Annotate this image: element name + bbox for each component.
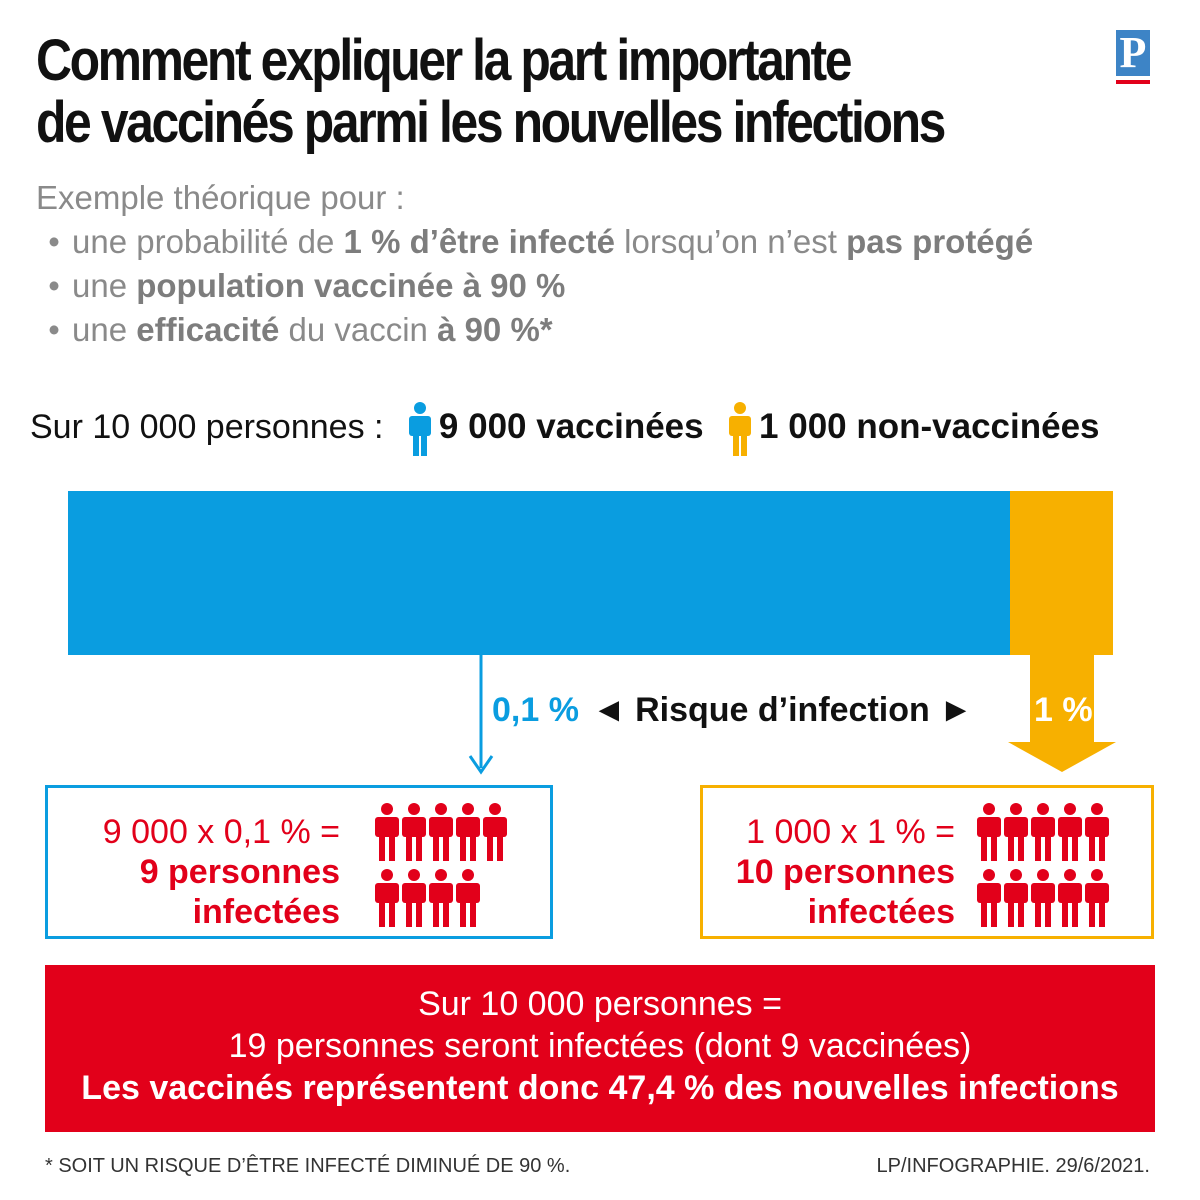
bullet-icon: •	[48, 223, 60, 260]
risk-label: ◄ Risque d’infection ►	[592, 691, 973, 729]
infected-person-icon	[375, 869, 399, 927]
unvaccinated-result-1: 10 personnes	[735, 853, 955, 891]
person-icon-yellow	[729, 402, 752, 456]
assumption-3: • une efficacité du vaccin à 90 %*	[36, 308, 1176, 352]
infected-person-icon	[1058, 869, 1082, 927]
summary-box: Sur 10 000 personnes = 19 personnes sero…	[45, 965, 1155, 1132]
yellow-arrow	[1008, 655, 1116, 772]
infected-person-icon	[375, 803, 399, 861]
infected-person-icon	[429, 803, 453, 861]
unvaccinated-risk: 1 %	[1034, 691, 1093, 729]
infected-person-icon	[456, 803, 480, 861]
logo-underline	[1116, 80, 1150, 84]
page-title: Comment expliquer la part importante de …	[36, 28, 946, 155]
summary-line-2: 19 personnes seront infectées (dont 9 va…	[228, 1027, 972, 1065]
assumption-3-text-b: efficacité	[136, 311, 280, 348]
infected-person-icon	[483, 803, 507, 861]
title-line-2: de vaccinés parmi les nouvelles infectio…	[36, 90, 946, 155]
bullet-icon: •	[48, 267, 60, 304]
assumption-2-text-a: une	[72, 267, 137, 304]
vaccinated-infections-box: 9 000 x 0,1 % = 9 personnes infectées	[45, 785, 553, 939]
summary-line-3: Les vaccinés représentent donc 47,4 % de…	[81, 1069, 1119, 1107]
infected-person-icon	[402, 803, 426, 861]
infected-people-grid	[375, 803, 507, 927]
credit: LP/INFOGRAPHIE. 29/6/2021.	[876, 1155, 1150, 1177]
assumption-1-text-c: lorsqu’on n’est	[614, 223, 847, 260]
le-parisien-logo: P	[1116, 30, 1150, 76]
infected-person-icon	[1058, 803, 1082, 861]
vaccinated-share-bar	[68, 491, 1010, 655]
bullet-icon: •	[48, 311, 60, 348]
infected-person-icon	[1004, 869, 1028, 927]
unvaccinated-infections-box: 1 000 x 1 % = 10 personnes infectées	[700, 785, 1154, 939]
assumption-1-text-b: 1 % d’être infecté	[343, 223, 615, 260]
infected-person-icon	[456, 869, 480, 927]
infected-person-icon	[1031, 803, 1055, 861]
infected-person-icon	[1004, 803, 1028, 861]
assumption-2: • une population vaccinée à 90 %	[36, 264, 1176, 308]
infected-person-icon	[1085, 803, 1109, 861]
population-legend: Sur 10 000 personnes : 9 000 vaccinées 1…	[30, 402, 1190, 456]
blue-arrow	[468, 655, 494, 775]
assumption-1: • une probabilité de 1 % d’être infecté l…	[36, 220, 1176, 264]
assumption-1-text-a: une probabilité de	[72, 223, 344, 260]
vaccinated-risk: 0,1 %	[492, 691, 579, 729]
assumptions-intro: Exemple théorique pour :	[36, 179, 405, 216]
infected-person-icon	[1031, 869, 1055, 927]
infected-person-icon	[1085, 869, 1109, 927]
footnote: * SOIT UN RISQUE D’ÊTRE INFECTÉ DIMINUÉ …	[45, 1155, 571, 1177]
unvaccinated-result-2: infectées	[807, 893, 955, 931]
assumption-1-text-d: pas protégé	[846, 223, 1034, 260]
population-label: Sur 10 000 personnes :	[30, 408, 384, 446]
infected-person-icon	[429, 869, 453, 927]
infected-person-icon	[977, 869, 1001, 927]
assumption-3-text-a: une	[72, 311, 137, 348]
vaccinated-equation: 9 000 x 0,1 % =	[102, 813, 340, 851]
vaccinated-result-1: 9 personnes	[139, 853, 340, 891]
person-icon-blue	[408, 402, 431, 456]
infected-people-grid	[977, 803, 1109, 927]
infected-person-icon	[402, 869, 426, 927]
unvaccinated-share-bar	[1010, 491, 1113, 655]
assumptions: Exemple théorique pour : • une probabilit…	[36, 176, 1176, 352]
assumption-3-text-c: du vaccin	[279, 311, 438, 348]
legend-unvaccinated: 1 000 non-vaccinées	[713, 402, 1100, 456]
title-line-1: Comment expliquer la part importante	[36, 28, 852, 93]
vaccinated-calc: 9 000 x 0,1 % = 9 personnes infectées	[103, 812, 340, 932]
unvaccinated-equation: 1 000 x 1 % =	[746, 813, 955, 851]
unvaccinated-count: 1 000 non-vaccinées	[759, 407, 1100, 446]
unvaccinated-infected-people	[975, 803, 1116, 940]
summary-line-1: Sur 10 000 personnes =	[418, 985, 782, 1023]
assumption-3-text-d: à 90 %*	[437, 311, 553, 348]
legend-vaccinated: 9 000 vaccinées	[393, 402, 704, 456]
assumption-2-text-b: population vaccinée à 90 %	[136, 267, 566, 304]
vaccinated-infected-people	[373, 803, 514, 940]
unvaccinated-calc: 1 000 x 1 % = 10 personnes infectées	[736, 812, 955, 932]
infected-person-icon	[977, 803, 1001, 861]
vaccinated-result-2: infectées	[192, 893, 340, 931]
vaccinated-count: 9 000 vaccinées	[438, 407, 704, 446]
